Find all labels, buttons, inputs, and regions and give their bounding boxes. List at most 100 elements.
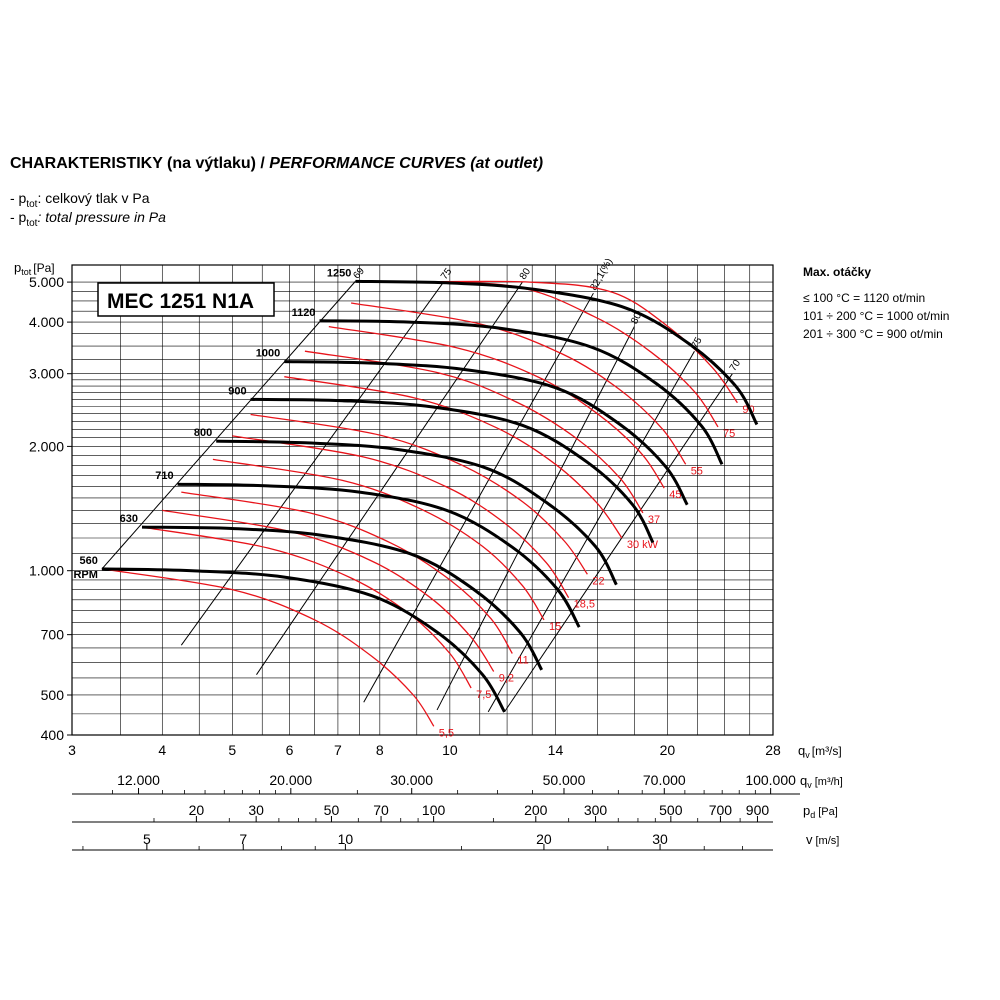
- x-tick-label: 6: [286, 742, 294, 758]
- power-curve-label: 11: [517, 655, 528, 667]
- secondary-axis-label: pd [Pa]: [803, 803, 838, 820]
- x-tick-label: 8: [376, 742, 384, 758]
- power-curve-label: 37: [648, 514, 660, 526]
- efficiency-line: [256, 281, 523, 675]
- secondary-tick-label: 12.000: [117, 772, 160, 788]
- max-speed-box: Max. otáčky ≤ 100 °C = 1120 ot/min 101 ÷…: [803, 263, 949, 343]
- title-en: PERFORMANCE CURVES (at outlet): [269, 155, 544, 172]
- y-tick-label: 3.000: [29, 366, 64, 382]
- max-speed-line: 101 ÷ 200 °C = 1000 ot/min: [803, 309, 950, 323]
- power-curve-label: 22: [592, 575, 604, 587]
- secondary-tick-label: 30: [248, 802, 264, 818]
- secondary-tick-label: 20.000: [269, 772, 312, 788]
- y-tick-label: 500: [41, 687, 65, 703]
- power-curve-label: 55: [691, 465, 703, 477]
- y-tick-label: 5.000: [29, 274, 64, 290]
- power-curve-label: 7,5: [476, 689, 491, 701]
- pressure-legend-cz: - ptot: celkový tlak v Pa: [10, 190, 150, 210]
- page-title: CHARAKTERISTIKY (na výtlaku) / PERFORMAN…: [10, 155, 543, 173]
- power-curve: [328, 325, 665, 489]
- fan-curve-label: 1120: [292, 307, 316, 319]
- fan-curve-label: 560: [80, 555, 98, 567]
- model-box: MEC 1251 N1A: [97, 282, 275, 317]
- efficiency-line: [101, 281, 356, 570]
- secondary-tick-label: 70.000: [643, 772, 686, 788]
- y-tick-label: 700: [41, 627, 65, 643]
- chart-grid: [71, 264, 774, 736]
- secondary-tick-label: 30.000: [390, 772, 433, 788]
- efficiency-line: [363, 292, 594, 703]
- power-curve: [181, 491, 513, 654]
- fan-curve-label: 630: [120, 513, 138, 525]
- fan-curve-label: 1250: [327, 267, 351, 279]
- efficiency-line: [487, 350, 695, 713]
- secondary-tick-label: 900: [746, 802, 770, 818]
- secondary-axis-label-sub: v: [807, 780, 812, 790]
- y-tick-label: 400: [41, 727, 65, 743]
- fan-curve: [101, 567, 506, 713]
- power-curve-label: 5,5: [439, 727, 454, 739]
- secondary-tick-label: 100: [422, 802, 446, 818]
- secondary-tick-label: 100.000: [745, 772, 796, 788]
- rpm-label: RPM: [73, 569, 97, 581]
- efficiency-label: 80: [518, 266, 534, 282]
- x-tick-label: 7: [334, 742, 342, 758]
- fan-curve-label: 800: [194, 427, 212, 439]
- max-speed-title: Max. otáčky: [803, 265, 872, 279]
- secondary-axis-label: v [m/s]: [806, 832, 839, 847]
- power-curve-label: 75: [723, 428, 735, 440]
- x-axis-label: qv [m³/s]: [798, 743, 842, 760]
- y-axis-label-sub: tot: [21, 267, 32, 277]
- secondary-axis-unit: [m/s]: [816, 835, 840, 847]
- x-tick-label: 5: [228, 742, 236, 758]
- secondary-tick-label: 70: [373, 802, 389, 818]
- fan-curve: [141, 525, 544, 671]
- secondary-tick-label: 200: [524, 802, 548, 818]
- efficiency-line: [436, 326, 635, 711]
- power-curve: [383, 281, 719, 428]
- power-curve-label: 9,2: [499, 672, 514, 684]
- power-curve-label: 45: [669, 489, 681, 501]
- secondary-tick-label: 5: [143, 831, 151, 847]
- efficiency-label: 75: [439, 266, 455, 282]
- fan-curve: [216, 439, 618, 586]
- fan-curve: [284, 360, 689, 506]
- power-curve: [250, 413, 588, 575]
- power-curve: [284, 376, 623, 539]
- secondary-tick-label: 20: [189, 802, 205, 818]
- secondary-axis-unit: [Pa]: [818, 806, 838, 818]
- fan-curve: [250, 397, 655, 544]
- x-tick-label: 3: [68, 742, 76, 758]
- secondary-tick-label: 10: [338, 831, 354, 847]
- secondary-tick-label: 500: [659, 802, 683, 818]
- secondary-axis-unit: [m³/h]: [815, 776, 843, 788]
- efficiency-label: 70: [728, 358, 744, 374]
- power-curve-label: 30 kW: [627, 539, 659, 551]
- secondary-tick-label: 300: [584, 802, 608, 818]
- power-curve: [232, 435, 570, 599]
- fan-curve-label: 1000: [256, 348, 280, 360]
- x-tick-label: 28: [765, 742, 781, 758]
- fan-curve-label: 710: [155, 470, 173, 482]
- fan-curve-label: 900: [228, 385, 246, 397]
- fan-curve: [319, 319, 724, 466]
- max-speed-line: ≤ 100 °C = 1120 ot/min: [803, 291, 926, 305]
- max-speed-line: 201 ÷ 300 °C = 900 ot/min: [803, 327, 943, 341]
- power-curve-label: 18,5: [574, 599, 595, 611]
- y-tick-label: 4.000: [29, 314, 64, 330]
- power-curve: [162, 509, 495, 672]
- y-tick-label: 2.000: [29, 438, 64, 454]
- secondary-tick-label: 20: [536, 831, 552, 847]
- model-label: MEC 1251 N1A: [107, 290, 254, 313]
- plot-frame: [71, 264, 774, 736]
- secondary-tick-label: 30: [652, 831, 668, 847]
- secondary-tick-label: 7: [239, 831, 247, 847]
- power-curve: [141, 526, 472, 689]
- x-tick-label: 4: [158, 742, 166, 758]
- y-axis-label: ptot [Pa]: [14, 260, 55, 277]
- x-tick-label: 14: [548, 742, 564, 758]
- power-curve: [212, 458, 545, 621]
